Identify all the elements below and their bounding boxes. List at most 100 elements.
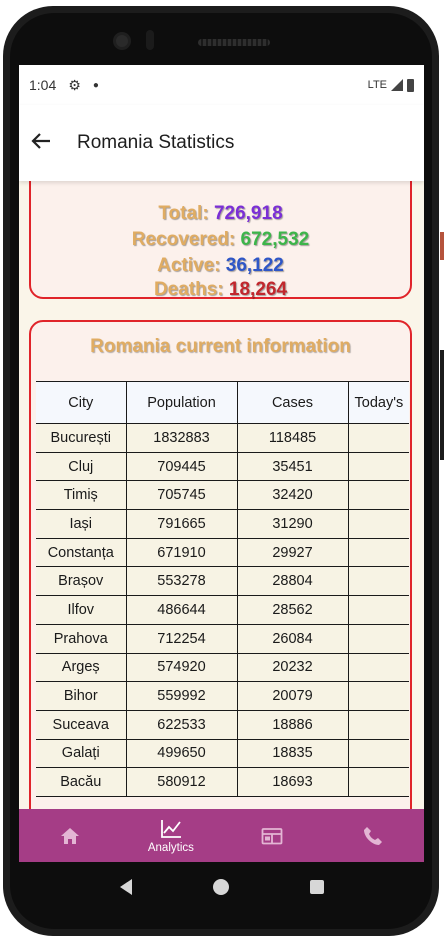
table-cell: 705745: [126, 481, 237, 510]
status-bar: 1:04 ⚙ ● LTE: [19, 65, 424, 105]
app-bar: Romania Statistics: [19, 105, 424, 181]
table-cell: 7: [348, 510, 409, 539]
table-cell: 499650: [126, 739, 237, 768]
calendar-icon: [260, 825, 284, 847]
table-cell: 559992: [126, 682, 237, 711]
table-cell: Brașov: [36, 567, 126, 596]
summary-total: Total: 726,918: [31, 203, 410, 225]
table-cell: 28: [348, 424, 409, 453]
recovered-label: Recovered:: [132, 229, 236, 250]
table-cell: Ilfov: [36, 596, 126, 625]
table-row: Constanța671910299276: [36, 538, 409, 567]
table-row: Ilfov4866442856212: [36, 596, 409, 625]
column-header: City: [36, 382, 126, 424]
table-row: Prahova712254260846: [36, 624, 409, 653]
table-cell: Bacău: [36, 768, 126, 797]
table-cell: 1832883: [126, 424, 237, 453]
table-cell: 4: [348, 768, 409, 797]
table-scroll[interactable]: City Population Cases Today's București 1…: [36, 381, 409, 809]
column-header: Today's: [348, 382, 409, 424]
column-header: Population: [126, 382, 237, 424]
table-cell: 671910: [126, 538, 237, 567]
table-cell: 486644: [126, 596, 237, 625]
column-header: Cases: [237, 382, 348, 424]
summary-recovered: Recovered: 672,532: [31, 229, 410, 251]
table-cell: 18886: [237, 710, 348, 739]
table-cell: 709445: [126, 452, 237, 481]
table-row: Suceava622533188868: [36, 710, 409, 739]
signal-icon: [391, 79, 403, 91]
table-cell: Suceava: [36, 710, 126, 739]
volume-button: [440, 350, 444, 460]
summary-active: Active: 36,122: [31, 255, 410, 277]
table-row: Brașov553278288047: [36, 567, 409, 596]
gear-icon: ⚙: [68, 77, 81, 94]
recovered-value: 672,532: [241, 229, 310, 250]
system-home-icon[interactable]: [213, 879, 229, 895]
nav-analytics[interactable]: Analytics: [120, 809, 221, 862]
earpiece-speaker: [198, 39, 270, 46]
nav-calendar[interactable]: [222, 809, 323, 862]
table-cell: 26084: [237, 624, 348, 653]
system-nav-bar: [19, 862, 424, 912]
table-cell: 2: [348, 653, 409, 682]
nav-phone[interactable]: [323, 809, 424, 862]
phone-icon: [361, 825, 385, 847]
table-cell: Prahova: [36, 624, 126, 653]
info-title: Romania current information: [31, 336, 410, 358]
info-card: Romania current information City Populat…: [29, 320, 412, 809]
table-cell: 6: [348, 538, 409, 567]
system-recents-icon[interactable]: [310, 880, 324, 894]
active-value: 36,122: [226, 255, 284, 276]
system-back-icon[interactable]: [120, 879, 132, 895]
nav-home[interactable]: [19, 809, 120, 862]
network-type: LTE: [368, 79, 387, 91]
table-cell: Galați: [36, 739, 126, 768]
table-row: Bacău580912186934: [36, 768, 409, 797]
table-row: Argeș574920202322: [36, 653, 409, 682]
table-cell: Timiș: [36, 481, 126, 510]
table-cell: 31290: [237, 510, 348, 539]
table-row: Cluj709445354513: [36, 452, 409, 481]
content-scroll[interactable]: Total: 726,918 Recovered: 672,532 Active…: [19, 181, 424, 809]
county-table: City Population Cases Today's București 1…: [36, 381, 409, 797]
table-cell: 12: [348, 596, 409, 625]
analytics-icon: [159, 818, 183, 840]
table-cell: 2: [348, 682, 409, 711]
table-cell: 3: [348, 739, 409, 768]
table-cell: 28804: [237, 567, 348, 596]
total-label: Total:: [158, 203, 208, 224]
table-cell: 29927: [237, 538, 348, 567]
table-cell: 18693: [237, 768, 348, 797]
table-cell: 712254: [126, 624, 237, 653]
table-cell: București: [36, 424, 126, 453]
table-cell: Iași: [36, 510, 126, 539]
table-cell: 20232: [237, 653, 348, 682]
proximity-sensor: [146, 30, 154, 50]
screen: 1:04 ⚙ ● LTE Romania Statistics Total: 7…: [19, 65, 424, 862]
table-cell: 574920: [126, 653, 237, 682]
active-label: Active:: [157, 255, 220, 276]
table-header-row: City Population Cases Today's: [36, 382, 409, 424]
table-cell: 20079: [237, 682, 348, 711]
table-cell: 28562: [237, 596, 348, 625]
table-cell: Bihor: [36, 682, 126, 711]
table-cell: 7: [348, 567, 409, 596]
status-indicators: LTE: [368, 79, 414, 92]
table-cell: Constanța: [36, 538, 126, 567]
table-cell: 35451: [237, 452, 348, 481]
table-cell: 18835: [237, 739, 348, 768]
deaths-value: 18,264: [229, 279, 287, 300]
table-cell: 12: [348, 481, 409, 510]
table-cell: 791665: [126, 510, 237, 539]
table-cell: 6: [348, 624, 409, 653]
table-cell: 553278: [126, 567, 237, 596]
table-row: Timiș7057453242012: [36, 481, 409, 510]
battery-icon: [407, 79, 414, 92]
table-cell: 622533: [126, 710, 237, 739]
back-arrow-icon[interactable]: [19, 129, 71, 157]
table-cell: 118485: [237, 424, 348, 453]
table-cell: 8: [348, 710, 409, 739]
home-icon: [58, 825, 82, 847]
total-value: 726,918: [214, 203, 283, 224]
